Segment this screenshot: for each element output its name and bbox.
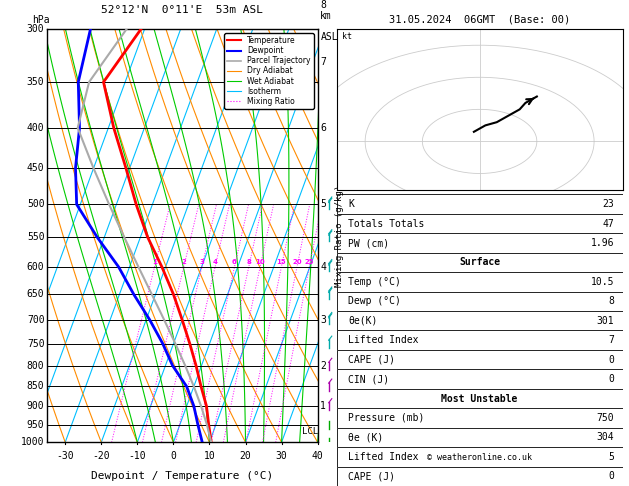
Text: 1.96: 1.96 (591, 238, 614, 248)
Text: 3: 3 (199, 259, 204, 265)
Text: 600: 600 (27, 262, 45, 272)
Text: km: km (320, 11, 332, 21)
Text: -20: -20 (92, 451, 110, 461)
Text: Most Unstable: Most Unstable (442, 394, 518, 403)
Text: -30: -30 (57, 451, 74, 461)
Text: 52°12'N  0°11'E  53m ASL: 52°12'N 0°11'E 53m ASL (101, 5, 264, 15)
Text: 47: 47 (603, 219, 614, 228)
Text: 4: 4 (320, 262, 326, 272)
Text: CAPE (J): CAPE (J) (348, 471, 395, 481)
Text: 30: 30 (276, 451, 287, 461)
Text: 25: 25 (304, 259, 314, 265)
Text: 2: 2 (320, 361, 326, 371)
Text: Temp (°C): Temp (°C) (348, 277, 401, 287)
Text: 0: 0 (608, 471, 614, 481)
Text: CIN (J): CIN (J) (348, 374, 389, 384)
Text: 3: 3 (320, 315, 326, 325)
Text: hPa: hPa (32, 15, 50, 25)
Text: Mixing Ratio (g/kg): Mixing Ratio (g/kg) (335, 185, 344, 287)
Text: 8: 8 (320, 0, 326, 11)
Text: 31.05.2024  06GMT  (Base: 00): 31.05.2024 06GMT (Base: 00) (389, 14, 571, 24)
Text: 8: 8 (608, 296, 614, 306)
Text: 550: 550 (27, 232, 45, 242)
Text: 301: 301 (596, 316, 614, 326)
Text: 0: 0 (170, 451, 176, 461)
Text: K: K (348, 199, 354, 209)
Text: LCL: LCL (301, 427, 318, 436)
Text: kt: kt (342, 32, 352, 41)
Text: CAPE (J): CAPE (J) (348, 355, 395, 364)
Text: 750: 750 (27, 339, 45, 348)
Text: Dewp (°C): Dewp (°C) (348, 296, 401, 306)
Text: Pressure (mb): Pressure (mb) (348, 413, 425, 423)
Text: 350: 350 (27, 77, 45, 87)
Text: 40: 40 (312, 451, 323, 461)
Text: 23: 23 (603, 199, 614, 209)
Text: 20: 20 (240, 451, 252, 461)
Text: Lifted Index: Lifted Index (348, 335, 418, 345)
Text: 800: 800 (27, 361, 45, 371)
Text: 650: 650 (27, 290, 45, 299)
Text: 7: 7 (608, 335, 614, 345)
Text: 4: 4 (213, 259, 218, 265)
Text: 850: 850 (27, 382, 45, 392)
Text: 5: 5 (320, 199, 326, 209)
Text: 400: 400 (27, 123, 45, 133)
Text: Surface: Surface (459, 258, 500, 267)
Text: 1000: 1000 (21, 437, 45, 447)
Text: © weatheronline.co.uk: © weatheronline.co.uk (427, 452, 532, 462)
Text: 0: 0 (608, 374, 614, 384)
Text: 6: 6 (320, 123, 326, 133)
Text: 10.5: 10.5 (591, 277, 614, 287)
Text: 5: 5 (608, 452, 614, 462)
Text: 750: 750 (596, 413, 614, 423)
Text: 1: 1 (152, 259, 157, 265)
Text: 500: 500 (27, 199, 45, 209)
Text: -10: -10 (128, 451, 146, 461)
Text: 20: 20 (292, 259, 302, 265)
Text: 1: 1 (320, 401, 326, 411)
Text: PW (cm): PW (cm) (348, 238, 389, 248)
Text: 900: 900 (27, 401, 45, 411)
Text: 0: 0 (608, 355, 614, 364)
Text: 300: 300 (27, 24, 45, 34)
Text: θe (K): θe (K) (348, 433, 383, 442)
Text: θe(K): θe(K) (348, 316, 377, 326)
Text: 7: 7 (320, 57, 326, 67)
Text: 950: 950 (27, 419, 45, 430)
Text: 304: 304 (596, 433, 614, 442)
Legend: Temperature, Dewpoint, Parcel Trajectory, Dry Adiabat, Wet Adiabat, Isotherm, Mi: Temperature, Dewpoint, Parcel Trajectory… (225, 33, 314, 109)
Text: Totals Totals: Totals Totals (348, 219, 425, 228)
Text: 6: 6 (232, 259, 237, 265)
Text: 10: 10 (204, 451, 215, 461)
Text: ASL: ASL (320, 32, 338, 42)
Text: 8: 8 (247, 259, 251, 265)
Text: 450: 450 (27, 163, 45, 174)
Text: 15: 15 (277, 259, 286, 265)
Text: 2: 2 (181, 259, 186, 265)
Text: Dewpoint / Temperature (°C): Dewpoint / Temperature (°C) (91, 471, 274, 481)
Text: 10: 10 (255, 259, 265, 265)
Text: Lifted Index: Lifted Index (348, 452, 418, 462)
Text: 700: 700 (27, 315, 45, 325)
